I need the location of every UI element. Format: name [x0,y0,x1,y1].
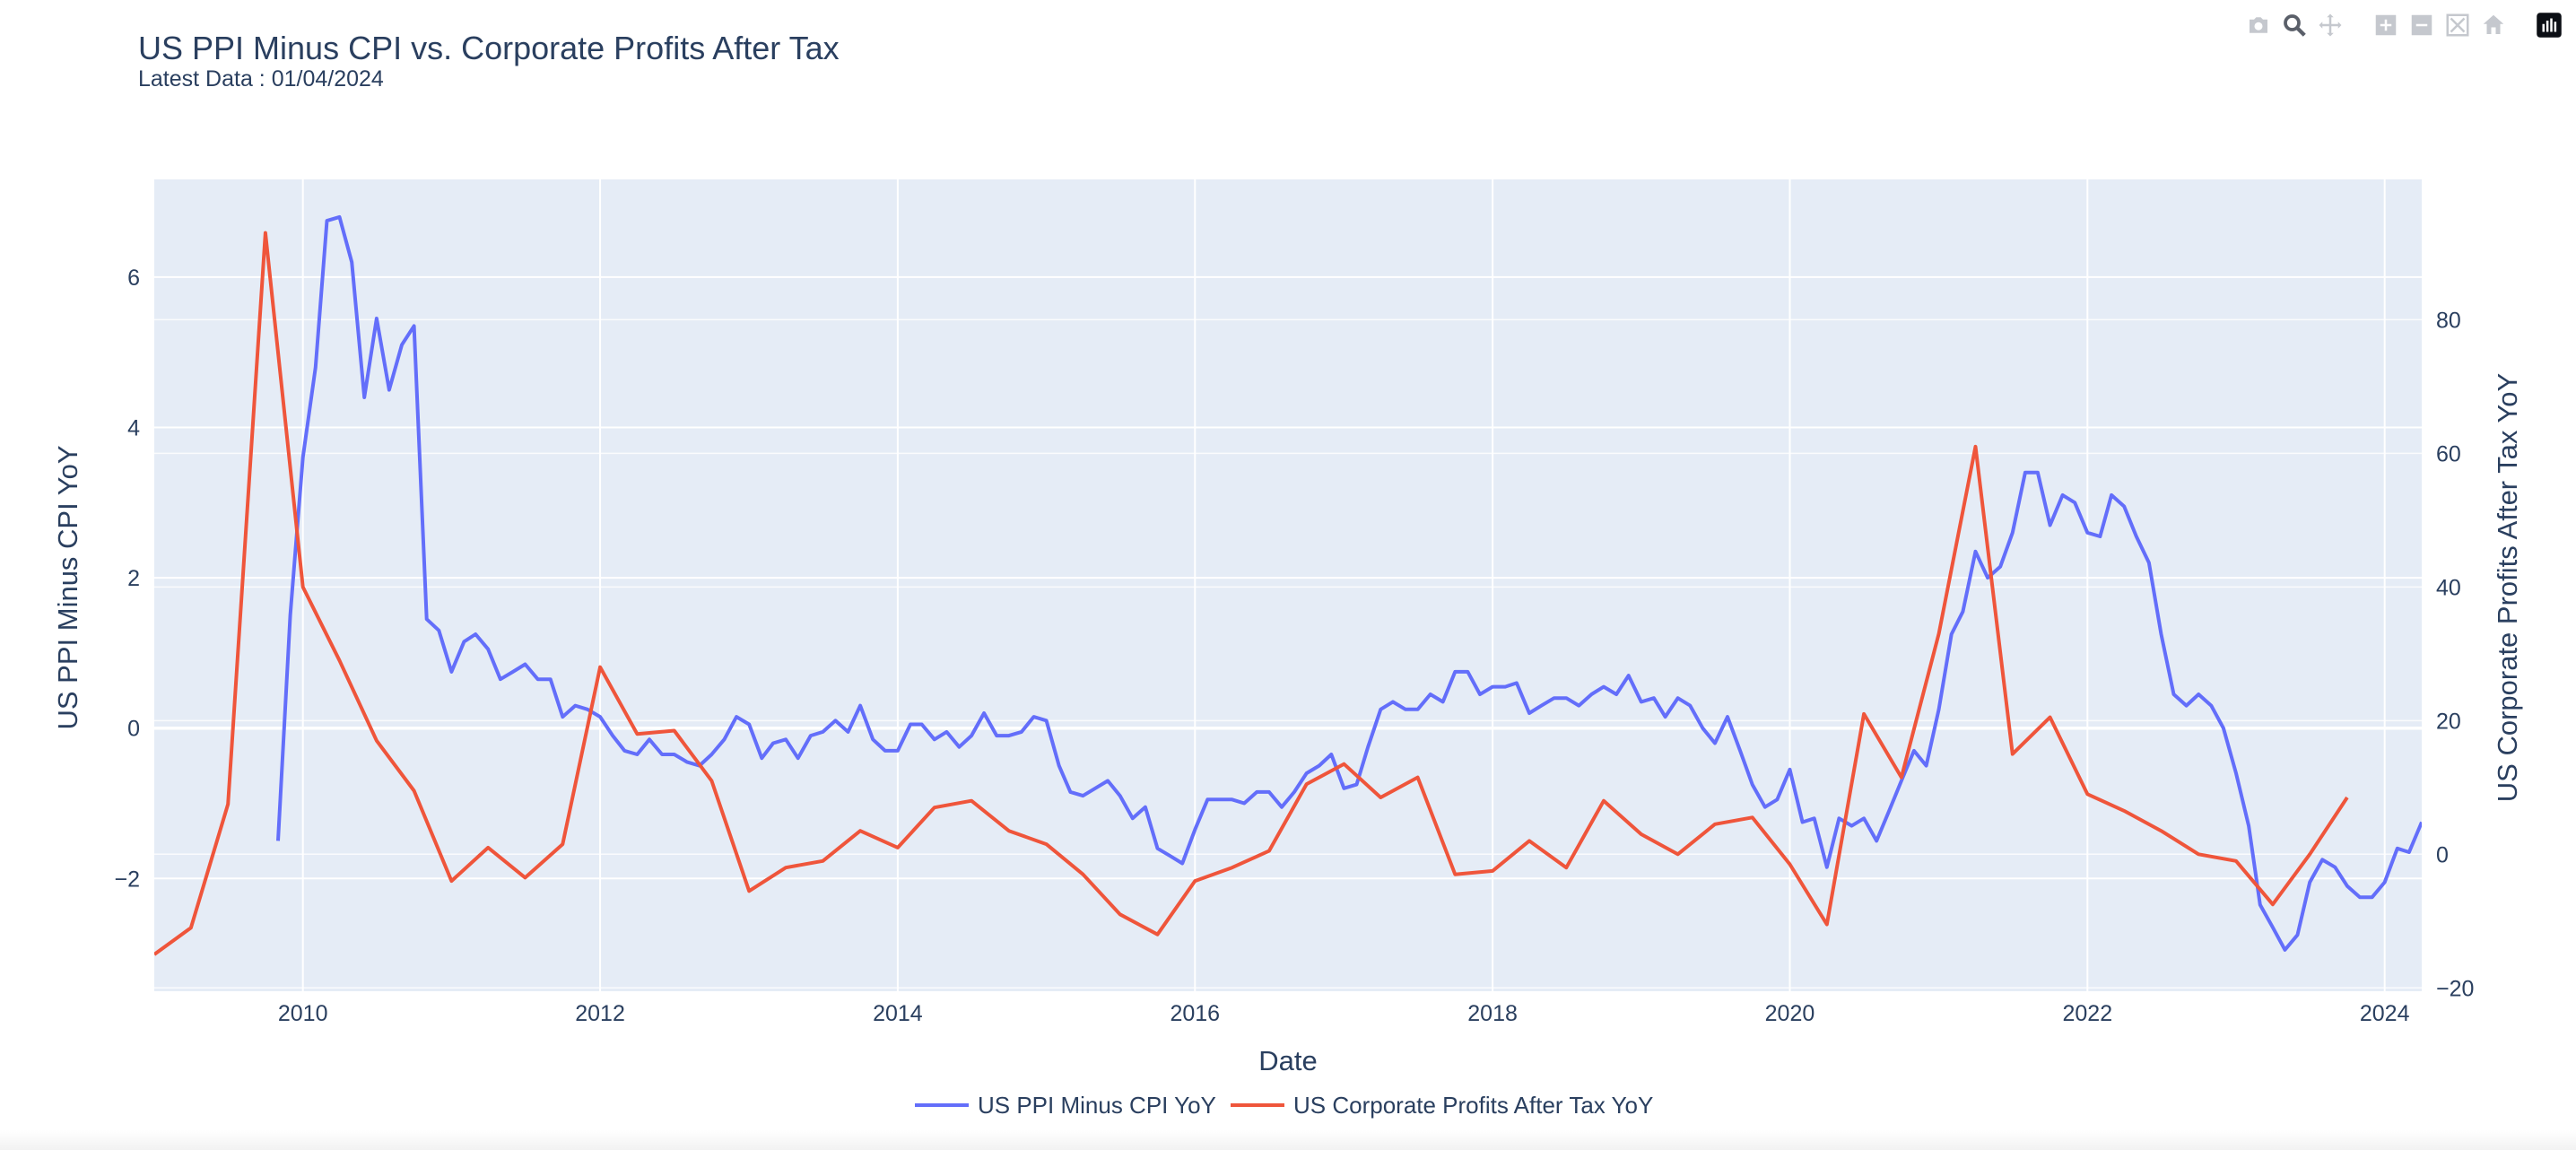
y-tick-label: −2 [114,867,140,892]
pan-icon [2319,13,2342,37]
autoscale-button[interactable] [2440,7,2476,43]
x-tick-label: 2020 [1765,1001,1815,1026]
download-plot-button[interactable] [2241,7,2276,43]
y-tick-label: 0 [127,717,140,742]
x-tick-label: 2016 [1170,1001,1220,1026]
x-tick-label: 2010 [278,1001,328,1026]
grid-lines [154,179,2422,991]
chart-subtitle: Latest Data : 01/04/2024 [138,66,384,91]
y2-tick-label: 20 [2436,709,2461,734]
x-tick-label: 2022 [2063,1001,2113,1026]
plot-area[interactable] [154,179,2422,991]
y2-axis-title: US Corporate Profits After Tax YoY [2492,373,2523,802]
y-axis-title: US PPI Minus CPI YoY [52,445,83,729]
chart-title: US PPI Minus CPI vs. Corporate Profits A… [138,30,840,66]
zoom-in-icon [2375,14,2397,36]
legend-label-ppi: US PPI Minus CPI YoY [978,1092,1216,1119]
x-tick-label: 2014 [873,1001,923,1026]
plotly-logo-icon [2537,13,2562,38]
zoom-button[interactable] [2276,7,2312,43]
reset-axes-icon [2483,14,2504,34]
y2-tick-label: 0 [2436,842,2449,867]
series-layer [154,214,2422,956]
zoom-out-icon [2411,14,2432,36]
zoom-out-button[interactable] [2404,7,2440,43]
camera-icon [2250,17,2267,33]
x-tick-label: 2012 [575,1001,625,1026]
pan-button[interactable] [2312,7,2348,43]
y2-tick-label: 80 [2436,308,2461,333]
y2-tick-label: −20 [2436,976,2474,1001]
legend-label-profits: US Corporate Profits After Tax YoY [1293,1092,1653,1119]
y2-tick-label: 60 [2436,441,2461,466]
reset-axes-button[interactable] [2476,7,2511,43]
series-line-corporate-profits[interactable] [154,231,2349,956]
series-line-ppi-minus-cpi[interactable] [276,214,2422,952]
y-tick-label: 6 [127,266,140,291]
y2-tick-label: 40 [2436,575,2461,600]
y-tick-label: 2 [127,566,140,591]
autoscale-icon [2446,13,2469,37]
page-bottom-edge [0,1130,2576,1150]
legend-item-profits[interactable]: US Corporate Profits After Tax YoY [1231,1092,1653,1119]
plotly-logo-button[interactable] [2531,7,2567,43]
axis-layer: 2010 2012 2014 2016 2018 2020 2022 2024−20246−2… [114,266,2474,1026]
zoom-in-button[interactable] [2368,7,2404,43]
legend: US PPI Minus CPI YoY US Corporate Profit… [915,1092,1653,1119]
legend-item-ppi[interactable]: US PPI Minus CPI YoY [915,1092,1216,1119]
modebar [2241,7,2567,43]
y-tick-label: 4 [127,416,140,441]
zoom-icon [2284,14,2306,37]
x-axis-title: Date [1258,1045,1317,1076]
x-tick-label: 2018 [1467,1001,1518,1026]
x-tick-label: 2024 [2360,1001,2410,1026]
